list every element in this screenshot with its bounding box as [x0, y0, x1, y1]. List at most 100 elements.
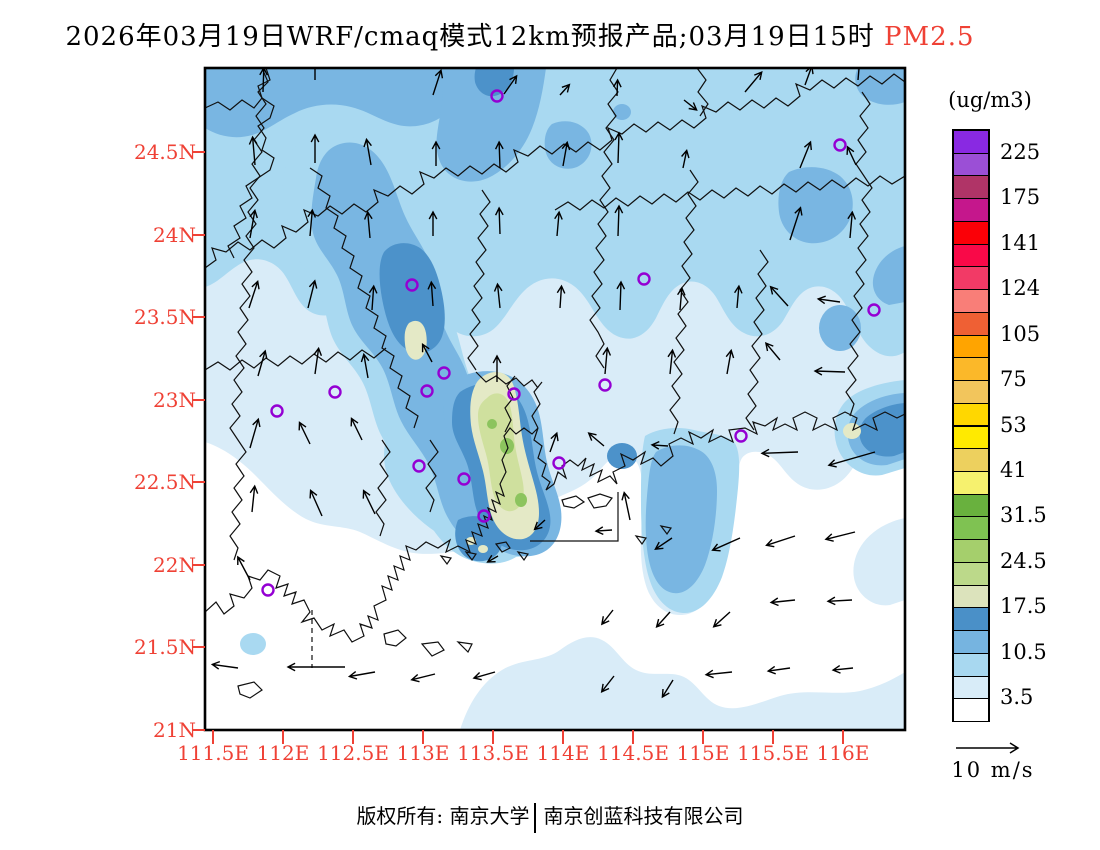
lat-axis-label: 24.5N — [133, 140, 196, 164]
wind-arrow — [428, 210, 438, 236]
wind-arrow — [744, 70, 763, 93]
wind-arrow — [587, 432, 605, 447]
station-marker — [490, 89, 504, 103]
wind-arrow — [410, 673, 436, 683]
lat-axis-label: 22.5N — [133, 470, 196, 494]
wind-arrow — [766, 665, 791, 675]
wind-vectors — [210, 68, 876, 699]
colorbar-label: 105 — [1000, 321, 1041, 346]
wind-arrow — [210, 660, 239, 670]
wind-arrow — [533, 519, 546, 531]
colorbar-label: 31.5 — [1000, 503, 1047, 528]
colorbar-label: 10.5 — [1000, 639, 1047, 664]
colorbar-label: 175 — [1000, 185, 1041, 210]
wind-arrow — [594, 526, 613, 536]
wind-arrow — [600, 675, 615, 693]
lon-axis-label: 113E — [396, 741, 450, 765]
wind-arrow — [683, 99, 698, 111]
lon-axis-label: 114.5E — [597, 741, 669, 765]
colorbar-cell — [953, 220, 989, 245]
wind-arrow — [614, 204, 624, 237]
colorbar-label: 141 — [1000, 230, 1041, 255]
lon-axis-label: 115E — [676, 741, 730, 765]
wind-arrow — [824, 531, 856, 542]
wind-arrow — [556, 284, 566, 309]
wind-arrow — [494, 140, 504, 169]
colorbar-label: 41 — [1000, 457, 1027, 482]
footer-left: 版权所有: 南京大学 — [356, 804, 530, 828]
wind-arrow — [846, 145, 857, 166]
wind-arrow — [816, 295, 841, 305]
wind-arrow — [286, 662, 345, 672]
colorbar-cell — [953, 311, 989, 336]
lat-axis-label: 23.5N — [133, 305, 196, 329]
title-pollutant: PM2.5 — [884, 22, 975, 52]
colorbar — [952, 129, 990, 722]
colorbar-label: 225 — [1000, 139, 1041, 164]
wind-arrow — [249, 484, 259, 513]
colorbar-label: 75 — [1000, 367, 1027, 392]
colorbar-cell — [953, 539, 989, 563]
wind-arrow — [307, 279, 318, 309]
colorbar-cell — [953, 698, 989, 722]
colorbar-cell — [953, 448, 989, 472]
station-marker — [270, 404, 284, 418]
colorbar-label: 3.5 — [1000, 685, 1034, 710]
colorbar-cell — [953, 175, 989, 200]
footer-right: 南京创蓝科技有限公司 — [543, 804, 744, 828]
wind-arrow — [654, 537, 673, 551]
wind-arrow — [600, 609, 614, 626]
axis-ticks — [192, 151, 844, 744]
wind-arrow — [472, 671, 496, 681]
station-marker — [477, 509, 491, 523]
copyright-footer: 版权所有: 南京大学 南京创蓝科技有限公司 — [0, 800, 1100, 833]
wind-arrow — [486, 554, 499, 563]
wind-arrow — [764, 341, 781, 361]
colorbar-cell — [953, 470, 989, 495]
wind-arrow — [602, 346, 612, 375]
colorbar-unit: (ug/m3) — [948, 88, 1032, 112]
station-marker — [437, 366, 451, 380]
wind-arrow — [249, 417, 261, 449]
wind-arrow — [309, 489, 323, 517]
station-marker — [867, 303, 881, 317]
colorbar-cell — [953, 243, 989, 268]
wind-arrow — [249, 208, 258, 239]
lon-axis-label: 115.5E — [737, 741, 809, 765]
wind-arrow — [549, 431, 559, 453]
title-main: 2026年03月19日WRF/cmaq模式12km预报产品;03月19日15时 — [65, 22, 875, 52]
wind-arrow — [711, 537, 741, 552]
wind-arrow — [661, 679, 674, 699]
wind-arrow — [677, 286, 686, 311]
colorbar-cell — [953, 516, 989, 541]
colorbar-cell — [953, 425, 989, 450]
colorbar-cell — [953, 152, 989, 177]
station-marker — [598, 378, 612, 392]
wind-arrow — [237, 555, 251, 581]
wind-arrow — [789, 206, 803, 241]
station-marker — [833, 138, 847, 152]
wind-arrow — [362, 489, 376, 515]
coastline-and-borders — [205, 68, 905, 699]
hk-region-box — [530, 492, 619, 542]
wind-arrow — [432, 68, 444, 96]
wind-arrow — [847, 210, 857, 239]
wind-arrow — [712, 611, 731, 628]
wind-arrow — [492, 354, 502, 382]
wind-arrow — [368, 284, 378, 311]
colorbar-cell — [953, 493, 989, 518]
lon-axis-label: 112E — [256, 741, 310, 765]
wind-arrow — [769, 285, 789, 307]
colorbar-label: 53 — [1000, 412, 1027, 437]
wind-arrow — [760, 448, 799, 458]
wind-arrow — [350, 417, 363, 441]
colorbar-cell — [953, 561, 989, 586]
station-markers — [261, 89, 881, 597]
colorbar-cell — [953, 630, 989, 654]
colorbar-cell — [953, 334, 989, 359]
wind-arrow — [431, 140, 441, 166]
colorbar-cell — [953, 607, 989, 632]
wind-arrow — [421, 342, 433, 363]
wind-arrow — [248, 279, 260, 309]
